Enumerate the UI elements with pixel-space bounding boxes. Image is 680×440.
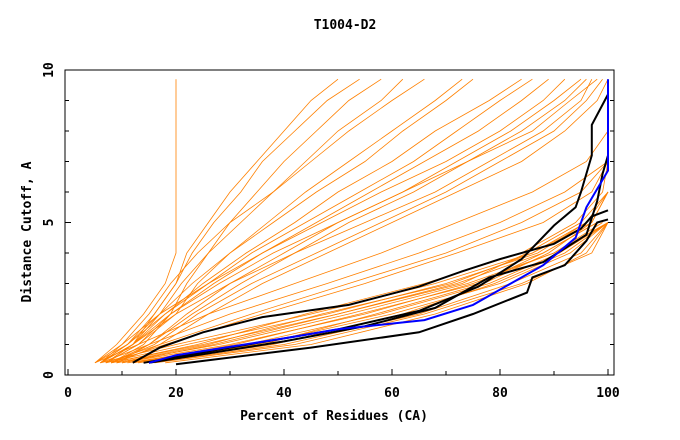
y-tick-label: 0 [42, 371, 57, 379]
model-curve-36 [100, 78, 587, 364]
model-curve-29 [100, 78, 463, 364]
model-curve-20 [100, 79, 593, 364]
x-tick-label: 40 [276, 386, 292, 401]
model-curve-4 [148, 222, 609, 364]
model-curve-23 [100, 78, 339, 364]
x-axis-label: Percent of Residues (CA) [240, 409, 428, 424]
axis-ticks: 0 20 40 60 80 100 0 5 10 [42, 62, 620, 401]
model-curve-32 [100, 78, 404, 364]
model-curve-27 [105, 78, 522, 364]
top-model-curve-0 [132, 209, 609, 364]
model-curve-15 [165, 222, 609, 364]
model-curve-16 [100, 161, 609, 364]
top-model-curve-2 [148, 155, 609, 364]
model-curve-28 [116, 78, 582, 364]
x-tick-label: 60 [384, 386, 400, 401]
model-curve-2 [132, 222, 609, 364]
chart-title: T1004-D2 [314, 18, 377, 33]
model-curve-11 [154, 222, 609, 364]
plot-area [94, 78, 609, 366]
model-curve-31 [111, 78, 603, 364]
model-curve-22 [105, 78, 474, 364]
model-curve-30 [105, 78, 549, 364]
x-tick-label: 80 [492, 386, 508, 401]
x-tick-label: 0 [64, 386, 72, 401]
model-curve-34 [116, 79, 609, 364]
top-model-curve-3 [175, 218, 609, 366]
x-tick-label: 100 [596, 386, 620, 401]
model-curve-26 [100, 78, 425, 364]
x-tick-label: 20 [168, 386, 184, 401]
model-curve-33 [94, 78, 533, 364]
y-tick-label: 10 [42, 62, 57, 78]
y-tick-label: 5 [42, 219, 57, 227]
model-curve-35 [105, 78, 360, 364]
model-curve-13 [132, 222, 598, 364]
y-axis-label: Distance Cutoff, A [20, 161, 35, 302]
model-curve-25 [94, 79, 177, 364]
highlighted-model-curve [148, 79, 609, 364]
model-curve-17 [105, 161, 609, 364]
model-curve-37 [111, 78, 598, 364]
